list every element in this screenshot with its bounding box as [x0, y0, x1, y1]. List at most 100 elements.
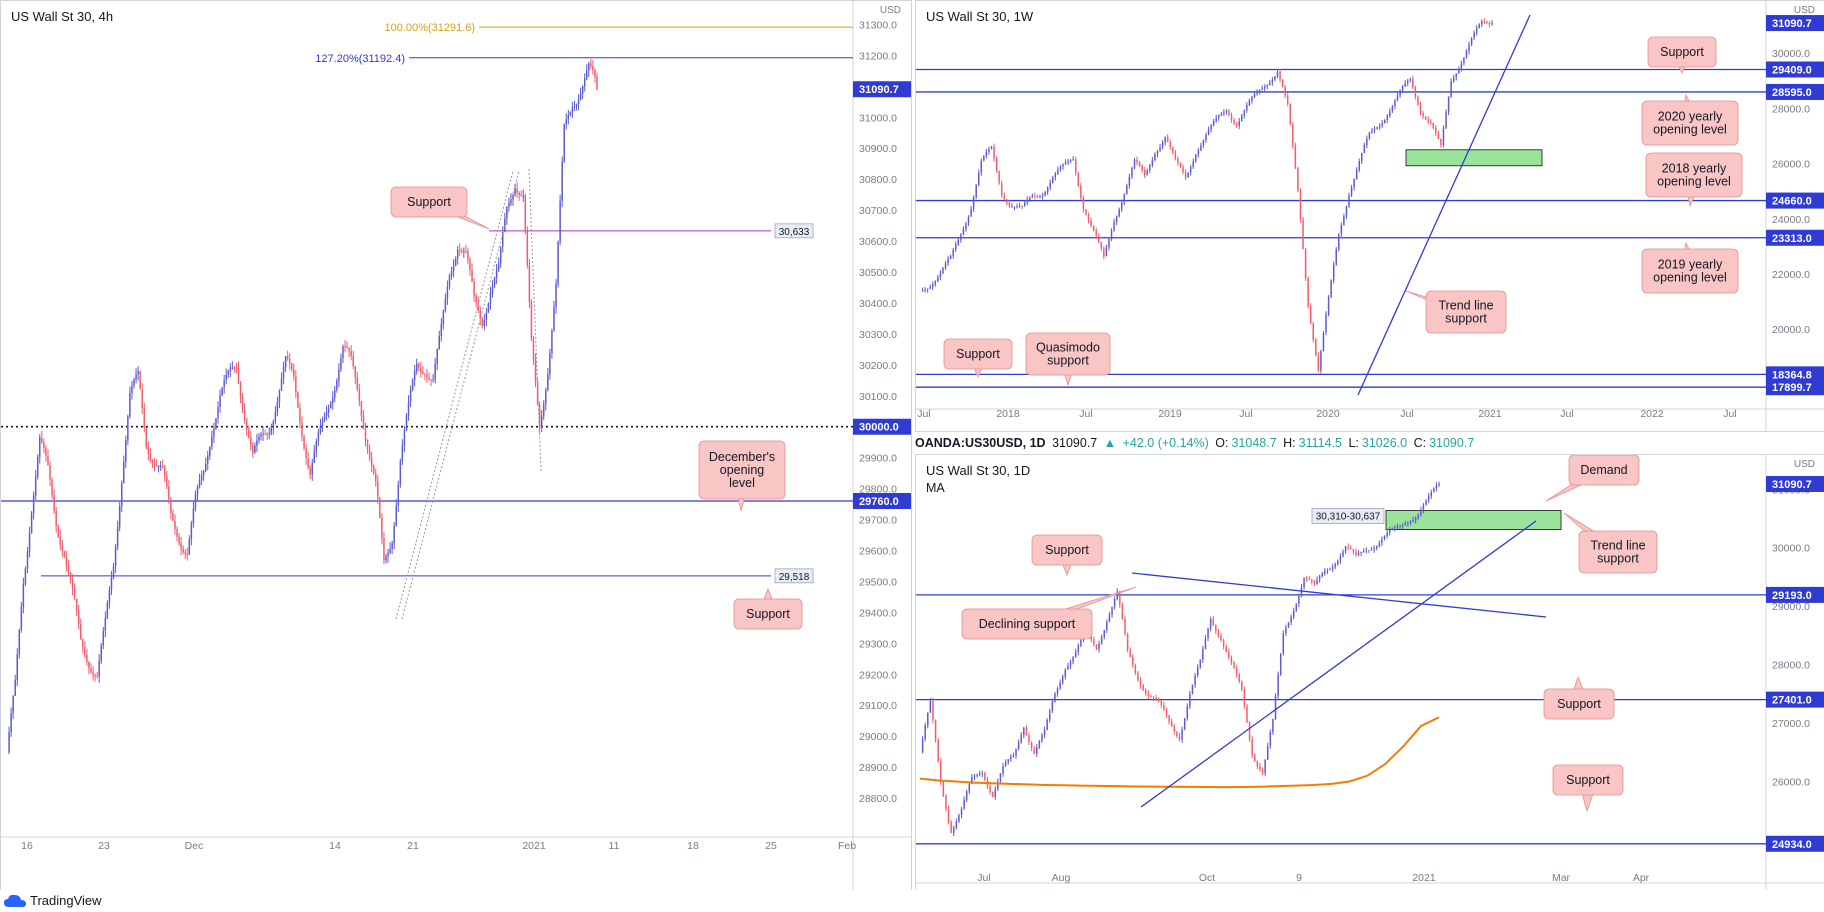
- candle-body: [927, 712, 929, 726]
- candle-body: [926, 288, 929, 290]
- candle-body: [211, 436, 213, 448]
- candle-body: [1366, 138, 1368, 146]
- y-tick-label: 28000.0: [1772, 660, 1810, 672]
- candle-body: [1414, 87, 1417, 97]
- candle-body: [1401, 86, 1404, 91]
- candle-body: [995, 158, 998, 171]
- chart-daily-canvas[interactable]: USD31000.030000.029000.028000.027000.026…: [916, 455, 1824, 891]
- chart-4h-canvas[interactable]: USD31300.031200.031100.031000.030900.030…: [1, 1, 911, 891]
- candle-body: [1285, 627, 1287, 634]
- candle-body: [947, 809, 950, 822]
- candle-body: [65, 556, 68, 565]
- candle-body: [1282, 633, 1285, 654]
- x-tick-label: 2019: [1158, 408, 1182, 420]
- candle-body: [973, 775, 976, 778]
- fib-extension-label: 127.20%(31192.4): [315, 53, 405, 65]
- price-badge: [1766, 475, 1824, 492]
- candle-body: [502, 231, 504, 247]
- candle-body: [1209, 618, 1212, 629]
- candle-body: [1233, 662, 1235, 669]
- candle-body: [274, 412, 277, 422]
- candle-body: [172, 513, 174, 521]
- candle-body: [69, 572, 72, 581]
- currency-label: USD: [1794, 5, 1815, 16]
- candle-body: [1435, 127, 1437, 134]
- candle-body: [94, 675, 96, 677]
- chart-panel-daily[interactable]: USD31000.030000.029000.028000.027000.026…: [915, 454, 1824, 892]
- candle-body: [272, 421, 275, 429]
- candle-body: [965, 223, 967, 230]
- candle-body: [1036, 747, 1038, 754]
- candle-body: [565, 119, 568, 125]
- chart-weekly-canvas[interactable]: USD31000.030000.028000.026000.024000.022…: [916, 1, 1824, 431]
- zone-label-box: [1311, 508, 1385, 524]
- candle-body: [387, 552, 389, 557]
- candle-body: [116, 527, 119, 548]
- callout-text: 2019 yearly opening level: [1653, 258, 1727, 285]
- x-tick-label: Jul: [1079, 408, 1092, 420]
- callout-box: [1552, 764, 1624, 796]
- candle-body: [39, 437, 41, 458]
- candle-body: [1156, 151, 1159, 155]
- candle-body: [1165, 709, 1168, 716]
- candle-body: [968, 783, 971, 792]
- x-tick-label: 14: [329, 840, 341, 852]
- candle-body: [254, 445, 256, 453]
- candle-body: [194, 494, 197, 509]
- candle-body: [295, 376, 297, 393]
- candle-body: [487, 303, 490, 313]
- candle-body: [1381, 123, 1383, 126]
- candle-body: [592, 66, 594, 71]
- candle-body: [1160, 700, 1163, 705]
- tradingview-logo[interactable]: TradingView: [4, 893, 102, 908]
- candle-body: [985, 151, 988, 156]
- candle-body: [225, 374, 227, 381]
- candle-body: [526, 230, 529, 266]
- candle-body: [73, 588, 76, 599]
- candle-body: [12, 695, 14, 714]
- y-tick-label: 30100.0: [859, 391, 897, 403]
- candle-body: [1258, 89, 1261, 92]
- chart-subtitle: MA: [926, 481, 945, 495]
- candle-body: [1384, 119, 1386, 124]
- candle-body: [1003, 195, 1006, 200]
- currency-label: USD: [880, 5, 901, 16]
- candle-body: [182, 548, 184, 553]
- candle-body: [1023, 202, 1026, 207]
- price-badge: [1766, 61, 1824, 78]
- candle-body: [963, 799, 965, 809]
- candle-body: [1111, 606, 1113, 615]
- level-label: 30,633: [779, 227, 810, 238]
- candle-body: [955, 821, 958, 828]
- y-tick-label: 22000.0: [1772, 269, 1810, 281]
- callout-box: [1025, 332, 1111, 376]
- candle-body: [506, 206, 508, 219]
- candle-body: [1029, 197, 1031, 200]
- candle-body: [276, 401, 279, 413]
- candle-body: [1432, 123, 1435, 128]
- chart-panel-4h[interactable]: USD31300.031200.031100.031000.030900.030…: [0, 0, 912, 892]
- candle-body: [1105, 247, 1108, 257]
- candle-body: [131, 385, 133, 394]
- candle-body: [1039, 196, 1041, 198]
- candle-body: [1481, 21, 1483, 25]
- candle-body: [958, 815, 960, 822]
- price-badge-label: 29193.0: [1772, 590, 1812, 602]
- candle-body: [100, 645, 102, 661]
- chart-panel-weekly[interactable]: USD31000.030000.028000.026000.024000.022…: [915, 0, 1824, 432]
- candle-body: [1075, 159, 1077, 173]
- candle-body: [45, 448, 47, 456]
- candle-body: [1026, 199, 1028, 203]
- candle-body: [549, 353, 551, 375]
- open-value: 31048.7: [1231, 436, 1277, 450]
- candle-body: [1098, 235, 1100, 242]
- price-change: +42.0 (+0.14%): [1122, 436, 1209, 450]
- candle-body: [305, 448, 307, 459]
- candle-body: [1147, 693, 1150, 697]
- y-tick-label: 20000.0: [1772, 324, 1810, 336]
- callout-text: Support: [407, 195, 451, 209]
- candle-body: [1163, 704, 1165, 710]
- candle-body: [436, 349, 438, 364]
- candle-body: [141, 389, 143, 409]
- candle-body: [1298, 595, 1300, 604]
